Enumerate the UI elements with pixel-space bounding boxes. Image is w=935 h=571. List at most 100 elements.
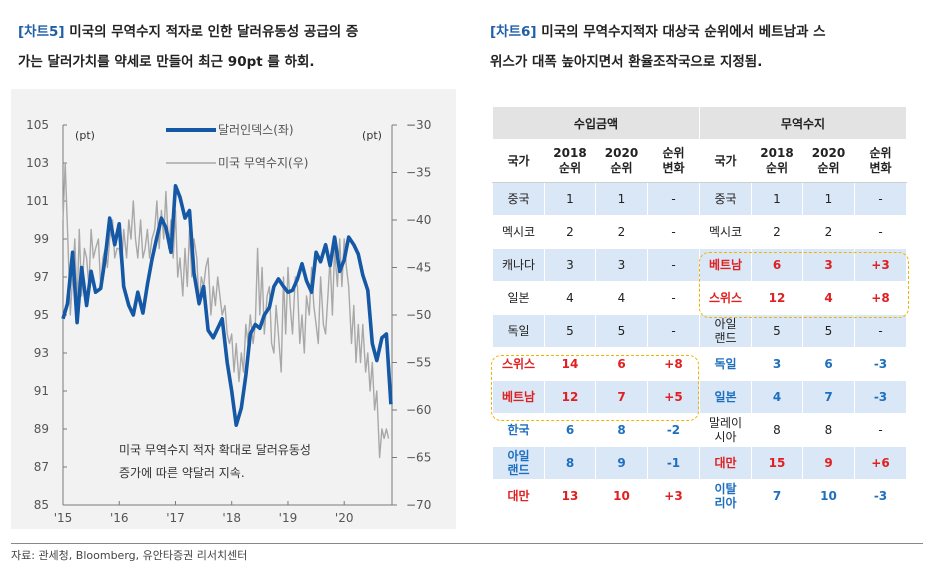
rank-table: 수입금액 무역수지 국가 2018 순위 2020 순위 순위 변화 국가 2018 순위… (492, 106, 907, 513)
x-axis-tick-label: '15 (54, 511, 73, 525)
left-axis-tick-label: 87 (34, 460, 49, 474)
table-row: 멕시코 2 2- 멕시코 2 2- (492, 215, 907, 249)
left-axis-tick-label: 93 (34, 346, 49, 360)
left-axis-tick-label: 105 (26, 118, 49, 132)
source-divider (11, 543, 923, 544)
x-axis-tick-label: '19 (279, 511, 298, 525)
col-header: 2020 순위 (595, 139, 648, 183)
chart6-title: [차트6] 미국의 무역수지적자 대상국 순위에서 베트남과 스 위스가 대폭 … (490, 17, 920, 77)
country-cell: 캐나다 (492, 248, 545, 282)
rank-cell: -3 (854, 479, 907, 513)
left-axis-tick-label: 99 (34, 232, 49, 246)
rank-cell: 13 (544, 479, 596, 513)
rank-cell: 4 (544, 281, 596, 315)
rank-cell: 7 (751, 479, 803, 513)
right-axis-tick-label: −65 (406, 451, 431, 465)
rank-cell: 5 (751, 314, 803, 348)
rank-cell: - (647, 215, 700, 249)
left-axis-tick-label: 101 (26, 194, 49, 208)
col-header: 2020 순위 (802, 139, 855, 183)
left-axis-unit: (pt) (75, 129, 95, 142)
left-axis-tick-label: 103 (26, 156, 49, 170)
rank-cell: 8 (751, 413, 803, 447)
table-row: 일본 4 4- 스위스 12 4 +8 (492, 281, 907, 315)
rank-cell: 2 (544, 215, 596, 249)
left-axis-tick-label: 89 (34, 422, 49, 436)
right-axis-unit: (pt) (362, 129, 382, 142)
right-axis-tick-label: −40 (406, 213, 431, 227)
rank-cell: 10 (595, 479, 648, 513)
dollar-index-line (61, 184, 393, 428)
table-row: 독일 5 5- 아일 랜드 5 5- (492, 314, 907, 348)
right-axis-tick-label: −30 (406, 118, 431, 132)
country-cell: 대만 (699, 446, 752, 480)
rank-cell: - (647, 314, 700, 348)
table-row: 아일 랜드 8 9 -1 대만 15 9 +6 (492, 446, 907, 480)
rank-cell: 7 (802, 380, 855, 414)
rank-cell: 5 (802, 314, 855, 348)
col-header: 국가 (492, 139, 545, 183)
x-axis-tick-label: '17 (166, 511, 185, 525)
left-axis-tick-label: 85 (34, 498, 49, 512)
right-axis-tick-label: −45 (406, 261, 431, 275)
country-cell: 이탈 리아 (699, 479, 752, 513)
rank-cell: +5 (647, 380, 700, 414)
highlight-box-vietnam-swiss-balance (699, 252, 909, 318)
country-cell: 멕시코 (492, 215, 545, 249)
rank-cell: 6 (802, 347, 855, 381)
col-header: 2018 순위 (751, 139, 803, 183)
rank-cell: 4 (595, 281, 648, 315)
country-cell: 멕시코 (699, 215, 752, 249)
rank-cell: 1 (595, 182, 648, 216)
rank-cell: 3 (802, 248, 855, 282)
table-row: 캐나다 3 3- 베트남 6 3 +3 (492, 248, 907, 282)
country-cell: 아일 랜드 (492, 446, 545, 480)
left-axis-tick-label: 95 (34, 308, 49, 322)
left-axis-tick-label: 91 (34, 384, 49, 398)
chart-annotation: 증가에 따른 약달러 지속. (119, 465, 245, 480)
rank-cell: +3 (647, 479, 700, 513)
rank-cell: - (647, 248, 700, 282)
chart-panel-background (11, 89, 456, 529)
chart5-title-line1: 미국의 무역수지 적자로 인한 달러유동성 공급의 증 (64, 24, 359, 40)
rank-cell: 1 (544, 182, 596, 216)
rank-cell: 2 (751, 215, 803, 249)
rank-cell: 12 (544, 380, 596, 414)
rank-cell: 6 (595, 347, 648, 381)
x-axis-tick-label: '20 (335, 511, 354, 525)
group-header-trade-balance: 무역수지 (699, 106, 907, 140)
rank-cell: 2 (595, 215, 648, 249)
rank-cell: 15 (751, 446, 803, 480)
rank-cell: 5 (595, 314, 648, 348)
left-axis-tick-label: 97 (34, 270, 49, 284)
col-header: 국가 (699, 139, 752, 183)
rank-cell: 7 (595, 380, 648, 414)
rank-cell: 9 (595, 446, 648, 480)
rank-cell: - (854, 182, 907, 216)
table-row: 베트남 12 7 +5 일본 4 7 -3 (492, 380, 907, 414)
right-axis-tick-label: −70 (406, 498, 431, 512)
right-axis-tick-label: −35 (406, 166, 431, 180)
chart5-tag: [차트5] (18, 24, 65, 40)
rank-cell: - (854, 215, 907, 249)
legend-trade-balance-label: 미국 무역수지(우) (218, 156, 308, 170)
rank-cell: 12 (751, 281, 803, 315)
rank-cell: +6 (854, 446, 907, 480)
country-cell: 일본 (492, 281, 545, 315)
rank-cell: 6 (544, 413, 596, 447)
rank-cell: 1 (802, 182, 855, 216)
right-axis-tick-label: −55 (406, 356, 431, 370)
trade-balance-line (62, 162, 390, 459)
rank-cell: - (854, 314, 907, 348)
rank-cell: -3 (854, 380, 907, 414)
table-row: 중국 1 1- 중국 1 1- (492, 182, 907, 216)
x-axis-tick-label: '16 (110, 511, 129, 525)
col-header: 순위 변화 (647, 139, 700, 183)
rank-cell: 10 (802, 479, 855, 513)
rank-cell: - (647, 281, 700, 315)
table-row: 대만 13 10 +3 이탈 리아 7 10 -3 (492, 479, 907, 513)
col-header: 순위 변화 (854, 139, 907, 183)
highlight-box-swiss-vietnam-imports (491, 355, 699, 421)
x-axis-tick-label: '18 (222, 511, 241, 525)
rank-cell: +8 (854, 281, 907, 315)
